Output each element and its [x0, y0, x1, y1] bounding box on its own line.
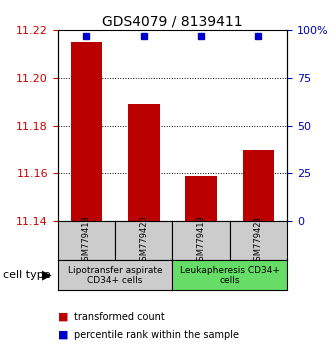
Title: GDS4079 / 8139411: GDS4079 / 8139411 — [102, 15, 243, 29]
Bar — [71, 42, 102, 221]
Text: GSM779421: GSM779421 — [254, 215, 263, 266]
Text: ▶: ▶ — [42, 269, 52, 282]
Bar — [243, 150, 274, 221]
Text: ■: ■ — [58, 312, 68, 322]
Text: Lipotransfer aspirate
CD34+ cells: Lipotransfer aspirate CD34+ cells — [68, 266, 162, 285]
Text: ■: ■ — [58, 330, 68, 339]
Text: percentile rank within the sample: percentile rank within the sample — [74, 330, 239, 339]
Text: GSM779419: GSM779419 — [197, 215, 206, 266]
Text: Leukapheresis CD34+
cells: Leukapheresis CD34+ cells — [180, 266, 280, 285]
Text: cell type: cell type — [3, 270, 51, 280]
Bar — [128, 104, 159, 221]
Text: transformed count: transformed count — [74, 312, 165, 322]
Text: GSM779420: GSM779420 — [139, 215, 148, 266]
Text: GSM779418: GSM779418 — [82, 215, 91, 266]
Bar — [185, 176, 217, 221]
